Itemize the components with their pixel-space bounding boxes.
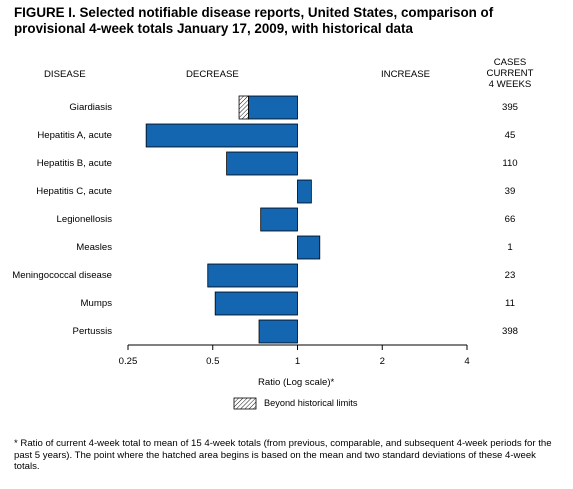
disease-label: Meningococcal disease [12,269,112,281]
x-tick-label: 1 [294,356,301,367]
cases-count: 395 [501,101,518,113]
disease-label: Giardiasis [69,101,112,113]
disease-label: Measles [76,241,112,253]
header-increase: INCREASE [381,69,431,80]
bar [214,291,298,316]
header-cases-current: CASES CURRENT 4 WEEKS [486,57,534,90]
footnote: * Ratio of current 4-week total to mean … [14,438,552,472]
bar-hatched-segment [238,95,249,120]
bar [226,151,298,176]
bar [207,263,298,288]
header-disease: DISEASE [44,69,86,80]
x-tick-label: 0.5 [206,356,220,367]
bar [258,319,298,344]
x-tick-label: 0.25 [118,356,138,367]
cases-count: 45 [504,129,516,141]
legend-hatch-swatch [233,397,257,410]
disease-label: Hepatitis C, acute [36,185,112,197]
bar [248,95,298,120]
disease-label: Legionellosis [56,213,112,225]
cases-count: 1 [507,241,513,253]
header-decrease: DECREASE [186,69,239,80]
bar [297,235,321,260]
x-tick-label: 2 [379,356,385,367]
bar [260,207,298,232]
disease-label: Pertussis [72,325,112,337]
cases-count: 398 [501,325,518,337]
cases-count: 11 [505,297,515,309]
bar [297,179,312,204]
x-axis-title: Ratio (Log scale)* [258,377,335,388]
disease-label: Hepatitis B, acute [36,157,112,169]
disease-label: Hepatitis A, acute [37,129,112,141]
legend-label: Beyond historical limits [264,398,358,408]
bar [145,123,298,148]
x-tick-label: 4 [464,356,470,367]
figure-title: FIGURE I. Selected notifiable disease re… [14,5,494,36]
cases-count: 39 [504,185,516,197]
cases-count: 23 [504,269,516,281]
disease-label: Mumps [80,297,112,309]
cases-count: 66 [504,213,516,225]
cases-count: 110 [502,157,518,169]
